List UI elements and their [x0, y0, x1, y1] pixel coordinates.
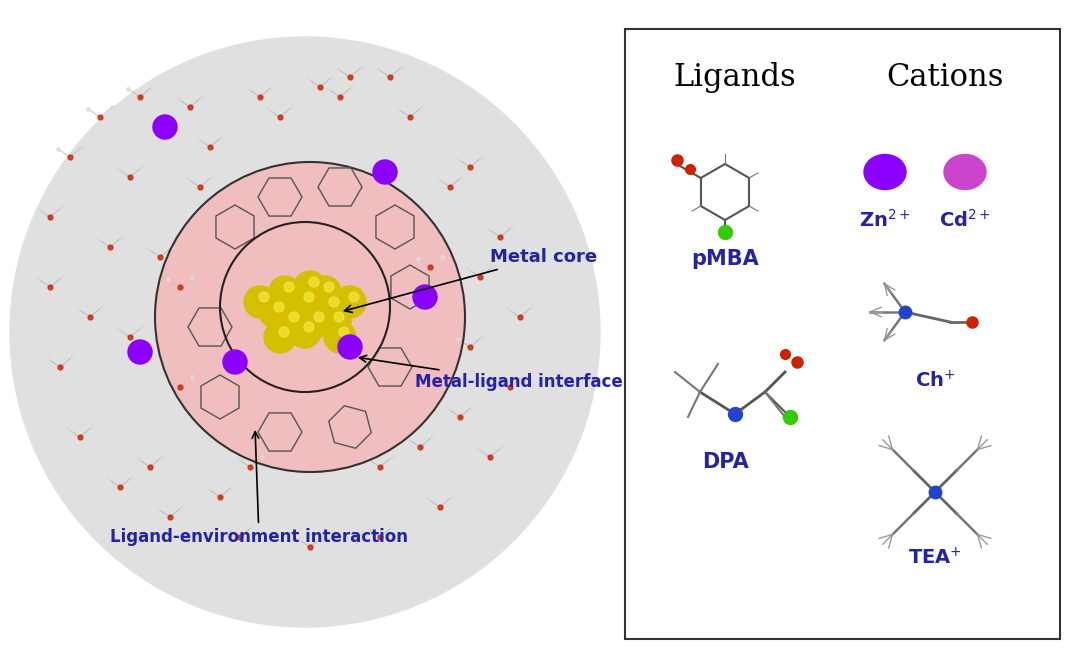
Text: Ligand-environment interaction: Ligand-environment interaction: [110, 432, 408, 546]
Circle shape: [339, 327, 349, 337]
Circle shape: [153, 115, 177, 139]
Circle shape: [259, 292, 269, 302]
Circle shape: [309, 277, 319, 287]
Circle shape: [319, 306, 352, 338]
Circle shape: [349, 292, 359, 302]
Text: Metal core: Metal core: [344, 248, 597, 312]
Circle shape: [314, 312, 324, 322]
Circle shape: [275, 306, 306, 338]
Text: DPA: DPA: [702, 452, 749, 472]
Circle shape: [413, 285, 437, 309]
Circle shape: [275, 302, 284, 312]
Text: Ligands: Ligands: [674, 62, 796, 93]
FancyBboxPatch shape: [625, 29, 1060, 639]
Circle shape: [324, 282, 334, 292]
Ellipse shape: [864, 155, 906, 189]
Circle shape: [324, 321, 356, 353]
Circle shape: [289, 312, 299, 322]
Circle shape: [128, 340, 152, 364]
Circle shape: [314, 291, 346, 323]
Text: TEA$^{+}$: TEA$^{+}$: [908, 547, 962, 568]
Circle shape: [294, 271, 326, 303]
Circle shape: [224, 350, 247, 374]
Circle shape: [289, 286, 321, 318]
Circle shape: [304, 292, 314, 302]
Circle shape: [10, 37, 600, 627]
Ellipse shape: [944, 155, 986, 189]
Circle shape: [329, 297, 339, 307]
Text: Metal-ligand interface: Metal-ligand interface: [359, 356, 623, 391]
Circle shape: [284, 282, 294, 292]
Circle shape: [155, 162, 465, 472]
Circle shape: [259, 296, 291, 328]
Circle shape: [373, 160, 397, 184]
Text: Cations: Cations: [886, 62, 1004, 93]
Text: Cd$^{2+}$: Cd$^{2+}$: [940, 209, 991, 231]
Text: Ch$^{+}$: Ch$^{+}$: [915, 370, 955, 392]
Text: Zn$^{2+}$: Zn$^{2+}$: [859, 209, 910, 231]
Circle shape: [289, 316, 321, 348]
Circle shape: [264, 321, 296, 353]
Circle shape: [309, 276, 341, 308]
Circle shape: [334, 286, 366, 318]
Circle shape: [334, 312, 344, 322]
Circle shape: [269, 276, 301, 308]
Text: pMBA: pMBA: [691, 249, 758, 269]
Circle shape: [304, 322, 314, 332]
Circle shape: [244, 286, 276, 318]
Circle shape: [279, 327, 289, 337]
Circle shape: [339, 335, 362, 359]
Circle shape: [299, 306, 331, 338]
